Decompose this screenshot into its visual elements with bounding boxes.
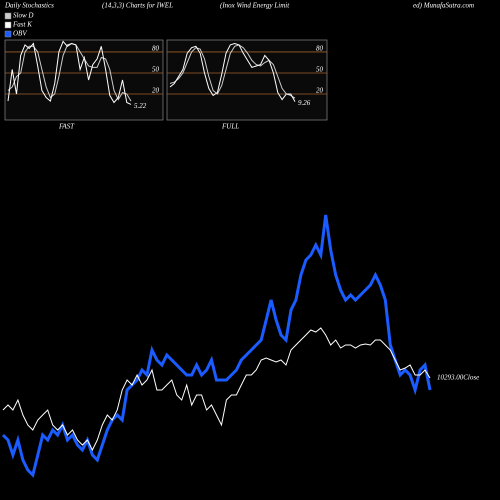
header-text: Daily Stochastics [4,2,54,10]
close-label: 10293.00Close [437,374,479,382]
series-line [1,214,432,478]
y-tick-label: 50 [152,66,160,74]
y-tick-label: 50 [316,66,324,74]
panel-label: FAST [58,123,75,131]
panel-label: FULL [221,123,239,131]
last-value-label: 9.26 [298,99,311,107]
header-text: (14,3,3) Charts for IWEL [102,2,173,10]
series-line [2,327,431,452]
legend-swatch [4,12,12,20]
panel [166,39,328,121]
legend-label: OBV [13,30,27,38]
legend-label: Fast K [12,21,32,29]
series-line [169,44,296,99]
panel [4,39,164,121]
y-tick-label: 20 [152,87,160,95]
series-line [7,40,132,105]
header-text: (Inox Wind Energy Limit [220,2,290,10]
y-tick-label: 80 [152,45,160,53]
y-tick-label: 80 [316,45,324,53]
legend-swatch [4,21,12,29]
last-value-label: 5.22 [134,102,147,110]
series-line [169,42,296,102]
y-tick-label: 20 [316,87,324,95]
legend-label: Slow D [13,12,33,20]
header-text: ed) MunafaSutra.com [413,2,474,10]
legend-swatch [4,30,12,38]
